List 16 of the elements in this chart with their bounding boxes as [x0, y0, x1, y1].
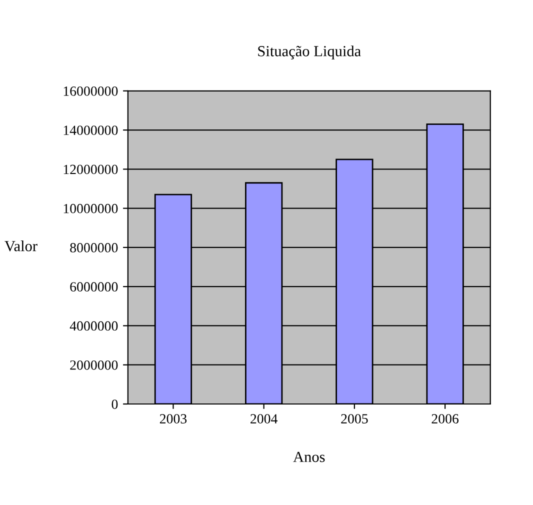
y-tick-label: 10000000 [64, 204, 118, 214]
chart-title: Situação Liquida [258, 46, 361, 60]
x-axis-title: Anos [293, 452, 325, 462]
y-tick-label: 16000000 [64, 86, 118, 96]
y-tick-label: 2000000 [70, 360, 118, 370]
y-tick-label: 8000000 [70, 243, 118, 252]
y-axis-title: Valor [4, 240, 38, 252]
y-tick-label: 6000000 [70, 282, 118, 292]
x-tick-label: 2005 [341, 414, 368, 424]
x-tick-label: 2006 [432, 414, 459, 424]
y-tick-label: 14000000 [64, 126, 118, 135]
y-tick-label: 12000000 [64, 164, 118, 174]
x-tick-label: 2003 [160, 414, 187, 424]
x-tick-label: 2004 [250, 414, 278, 424]
y-tick-label: 0 [112, 400, 118, 409]
y-tick-label: 4000000 [70, 321, 118, 331]
